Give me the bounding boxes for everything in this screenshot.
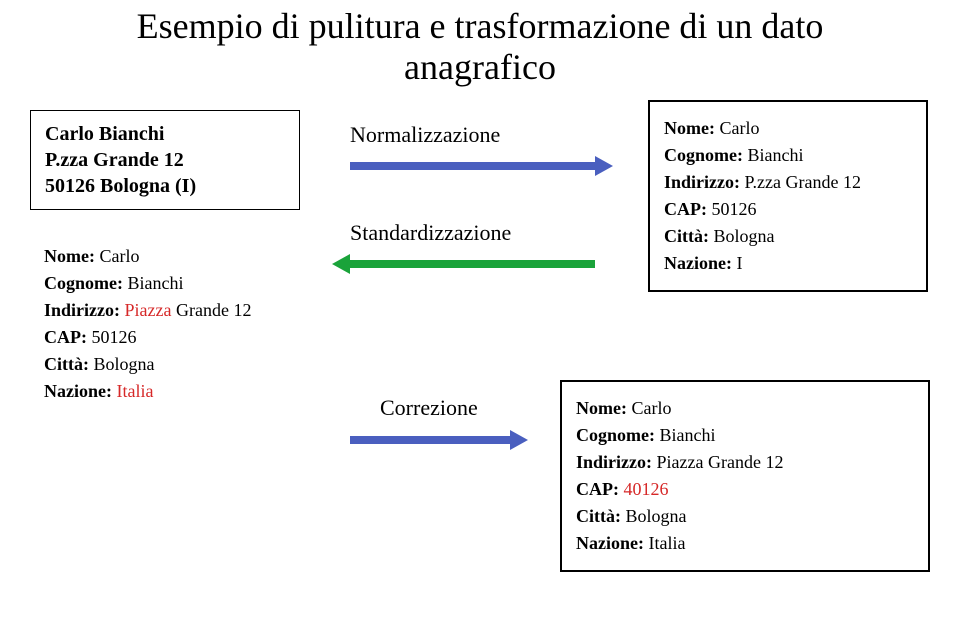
label-correzione: Correzione [380, 395, 478, 421]
label-normalizzazione: Normalizzazione [350, 122, 500, 148]
std-cap-label: CAP: [44, 327, 87, 347]
page-title: Esempio di pulitura e trasformazione di … [0, 6, 960, 89]
corr-citta-val: Bologna [625, 506, 686, 526]
label-standardizzazione: Standardizzazione [350, 220, 511, 246]
corr-nazione-label: Nazione: [576, 533, 644, 553]
arrow-normalizzazione [350, 158, 595, 174]
std-indirizzo-highlight: Piazza [125, 300, 172, 320]
norm-nome-val: Carlo [719, 118, 759, 138]
source-l3: 50126 Bologna (I) [45, 175, 196, 197]
std-citta-label: Città: [44, 354, 89, 374]
std-indirizzo-label: Indirizzo: [44, 300, 120, 320]
corr-indirizzo-label: Indirizzo: [576, 452, 652, 472]
norm-nazione-label: Nazione: [664, 253, 732, 273]
standardized-box: Nome: Carlo Cognome: Bianchi Indirizzo: … [30, 230, 300, 418]
arrow-standardizzazione [350, 256, 595, 272]
arrow-correzione [350, 432, 510, 448]
norm-cap-val: 50126 [712, 199, 757, 219]
norm-nazione-val: I [736, 253, 742, 273]
corr-nazione-val: Italia [648, 533, 685, 553]
corr-cognome-val: Bianchi [660, 425, 716, 445]
norm-citta-val: Bologna [713, 226, 774, 246]
std-indirizzo-rest: Grande 12 [171, 300, 251, 320]
norm-indirizzo-label: Indirizzo: [664, 172, 740, 192]
std-nazione-label: Nazione: [44, 381, 112, 401]
corr-citta-label: Città: [576, 506, 621, 526]
norm-cap-label: CAP: [664, 199, 707, 219]
corr-indirizzo-val: Piazza Grande 12 [657, 452, 784, 472]
source-box: Carlo Bianchi P.zza Grande 12 50126 Bolo… [30, 110, 300, 210]
corr-cap-label: CAP: [576, 479, 619, 499]
corr-nome-val: Carlo [631, 398, 671, 418]
norm-cognome-label: Cognome: [664, 145, 743, 165]
corr-cap-val: 40126 [624, 479, 669, 499]
source-l1: Carlo Bianchi [45, 123, 164, 145]
std-nome-label: Nome: [44, 246, 95, 266]
norm-nome-label: Nome: [664, 118, 715, 138]
norm-citta-label: Città: [664, 226, 709, 246]
norm-cognome-val: Bianchi [748, 145, 804, 165]
std-cognome-label: Cognome: [44, 273, 123, 293]
std-nome-val: Carlo [99, 246, 139, 266]
std-cognome-val: Bianchi [128, 273, 184, 293]
corr-cognome-label: Cognome: [576, 425, 655, 445]
normalized-box: Nome: Carlo Cognome: Bianchi Indirizzo: … [648, 100, 928, 292]
std-nazione-val: Italia [116, 381, 153, 401]
norm-indirizzo-val: P.zza Grande 12 [745, 172, 861, 192]
title-line1: Esempio di pulitura e trasformazione di … [137, 6, 824, 46]
source-l2: P.zza Grande 12 [45, 149, 184, 171]
corr-nome-label: Nome: [576, 398, 627, 418]
std-citta-val: Bologna [93, 354, 154, 374]
title-line2: anagrafico [404, 47, 556, 87]
std-cap-val: 50126 [92, 327, 137, 347]
corrected-box: Nome: Carlo Cognome: Bianchi Indirizzo: … [560, 380, 930, 572]
